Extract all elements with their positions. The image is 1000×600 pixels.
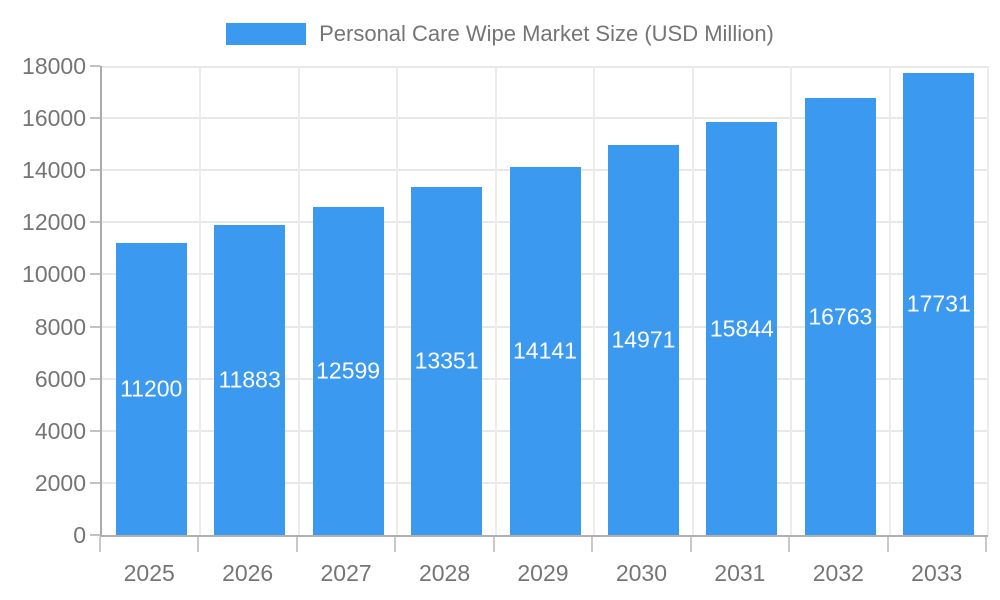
- bar-value-label: 14141: [513, 337, 577, 364]
- x-axis-tick-mark: [197, 537, 200, 552]
- y-axis-tick-label: 16000: [22, 105, 86, 132]
- bar[interactable]: 15844: [706, 122, 778, 535]
- bar[interactable]: 13351: [411, 187, 483, 535]
- gridline-vertical: [888, 66, 891, 535]
- gridline-horizontal: [102, 66, 988, 68]
- bar-value-label: 11883: [218, 366, 281, 393]
- y-axis-tick-mark: [90, 65, 100, 67]
- x-axis-tick-label: 2028: [418, 560, 471, 586]
- y-axis-tick-label: 10000: [22, 261, 86, 288]
- bar-value-label: 17731: [906, 290, 971, 317]
- y-axis-tick-label: 12000: [22, 209, 86, 236]
- gridline-vertical: [396, 66, 399, 535]
- y-axis-tick-mark: [90, 481, 100, 484]
- y-axis-tick-label: 2000: [34, 469, 86, 496]
- bar-value-label: 12599: [316, 357, 381, 384]
- legend-label: Personal Care Wipe Market Size (USD Mill…: [319, 21, 774, 46]
- y-axis-tick-label: 14000: [22, 157, 86, 184]
- bar-value-label: 15844: [709, 315, 774, 341]
- x-axis-tick-mark: [689, 537, 692, 552]
- y-axis-tick-mark: [90, 117, 100, 120]
- y-axis-tick-mark: [90, 169, 100, 172]
- x-axis-tick-mark: [985, 537, 987, 552]
- x-axis-tick-mark: [492, 537, 495, 552]
- y-axis-tick-mark: [90, 325, 100, 328]
- gridline-vertical: [199, 66, 202, 535]
- x-axis-tick-mark: [295, 537, 298, 552]
- bar[interactable]: 14141: [509, 167, 581, 535]
- x-axis-tick-mark: [99, 537, 101, 552]
- gridline-vertical: [691, 66, 694, 535]
- x-axis-tick-label: 2031: [714, 560, 766, 586]
- plot-area: 11200 11883 12599 13351 14141 14971 15844 16763…: [100, 66, 989, 537]
- bar-value-label: 16763: [808, 303, 873, 329]
- gridline-vertical: [987, 66, 989, 535]
- x-axis-tick-mark: [394, 537, 397, 552]
- gridline-vertical: [593, 66, 596, 535]
- y-axis-tick-mark: [90, 221, 100, 224]
- x-axis-tick-mark: [591, 537, 594, 552]
- x-axis-tick-label: 2026: [222, 560, 274, 586]
- x-axis-tick-mark: [788, 537, 791, 552]
- y-axis-tick-label: 0: [73, 522, 86, 548]
- y-axis-tick-mark: [90, 377, 100, 380]
- y-axis-tick-label: 8000: [34, 313, 86, 340]
- y-axis-tick-mark: [90, 429, 100, 432]
- y-axis-tick-mark: [90, 534, 100, 536]
- x-axis-tick-mark: [886, 537, 889, 552]
- x-axis-tick-label: 2025: [123, 560, 175, 586]
- chart-legend[interactable]: Personal Care Wipe Market Size (USD Mill…: [0, 21, 1000, 47]
- bar[interactable]: 14971: [607, 145, 679, 535]
- bar-value-label: 11200: [120, 375, 183, 402]
- gridline-horizontal: [102, 117, 988, 120]
- gridline-vertical: [494, 66, 497, 535]
- y-axis-tick-label: 4000: [34, 417, 86, 444]
- gridline-vertical: [297, 66, 300, 535]
- bar[interactable]: 11200: [115, 243, 187, 535]
- x-axis-tick-label: 2032: [812, 560, 864, 586]
- bar[interactable]: 11883: [214, 225, 286, 535]
- bar[interactable]: 16763: [804, 98, 876, 535]
- y-axis-tick-label: 6000: [34, 365, 86, 392]
- bar[interactable]: 17731: [903, 73, 975, 535]
- y-axis-tick-mark: [90, 273, 100, 276]
- x-axis-tick-label: 2027: [320, 560, 372, 586]
- bar-value-label: 13351: [414, 347, 479, 374]
- gridline-vertical: [790, 66, 793, 535]
- legend-swatch: [226, 23, 307, 45]
- x-axis-tick-label: 2029: [517, 560, 569, 586]
- bar-value-label: 14971: [611, 326, 676, 353]
- bar[interactable]: 12599: [312, 207, 384, 535]
- y-axis-tick-label: 18000: [22, 53, 86, 79]
- x-axis-tick-label: 2033: [911, 560, 963, 586]
- x-axis-tick-label: 2030: [615, 560, 668, 586]
